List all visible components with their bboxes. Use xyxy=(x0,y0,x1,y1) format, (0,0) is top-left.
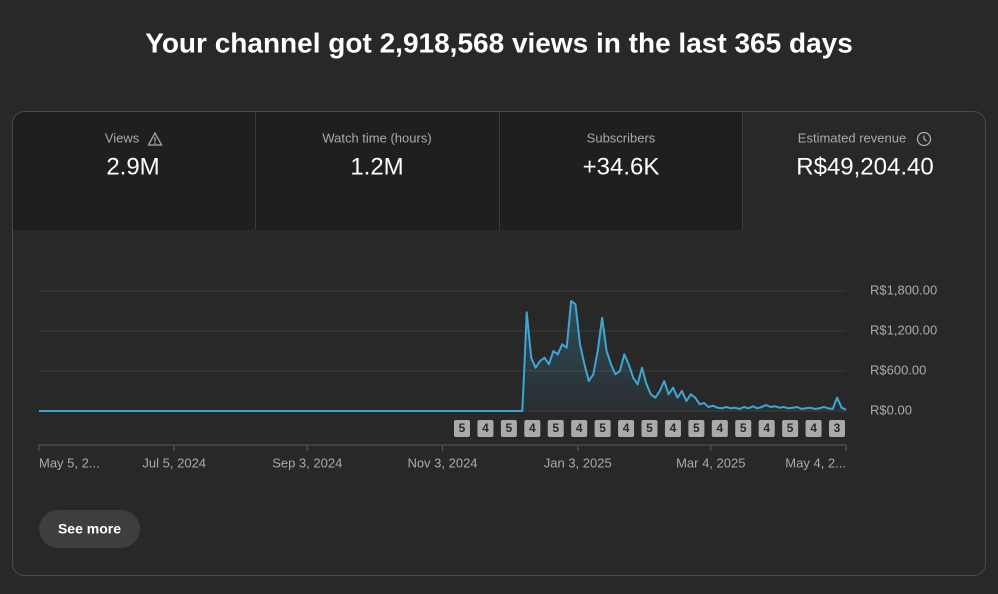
warning-icon xyxy=(147,131,163,146)
y-tick-label: R$0.00 xyxy=(870,402,912,417)
badge xyxy=(758,420,775,437)
clock-icon xyxy=(916,131,932,147)
badge xyxy=(805,420,822,437)
badge xyxy=(618,420,635,437)
badge-label: 4 xyxy=(670,421,677,435)
badge-label: 4 xyxy=(716,421,723,435)
badge xyxy=(524,420,541,437)
x-tick-label: Sep 3, 2024 xyxy=(272,455,342,470)
tab[interactable] xyxy=(500,111,742,230)
button-label: See more xyxy=(58,521,121,537)
badge-label: 5 xyxy=(740,421,747,435)
tab-selected[interactable] xyxy=(743,111,986,230)
metric-label: Subscribers xyxy=(587,130,656,145)
badge-label: 5 xyxy=(599,421,606,435)
badge-label: 5 xyxy=(787,421,794,435)
see-more-button[interactable] xyxy=(39,510,140,548)
metric-value: 1.2M xyxy=(350,153,403,180)
page-title: Your channel got 2,918,568 views in the … xyxy=(145,27,853,58)
metric-label: Watch time (hours) xyxy=(322,130,431,145)
area xyxy=(39,301,846,411)
badge-label: 4 xyxy=(623,421,630,435)
x-tick-label: Nov 3, 2024 xyxy=(407,455,477,470)
badge xyxy=(454,420,470,437)
badge-label: 3 xyxy=(834,421,841,435)
x-tick-label: Mar 4, 2025 xyxy=(676,455,745,470)
badge-label: 4 xyxy=(763,421,770,435)
badge xyxy=(829,420,845,437)
badge xyxy=(641,420,658,437)
badge xyxy=(735,420,752,437)
badge xyxy=(547,420,564,437)
metric-label: Views xyxy=(105,130,140,145)
badge-label: 4 xyxy=(810,421,817,435)
badge xyxy=(664,420,681,437)
x-tick-label: May 4, 2... xyxy=(785,455,846,470)
badge-label: 5 xyxy=(693,421,700,435)
badge xyxy=(688,420,705,437)
badge-label: 5 xyxy=(459,421,466,435)
badge-label: 4 xyxy=(482,421,489,435)
x-tick-label: Jul 5, 2024 xyxy=(142,455,206,470)
tab[interactable] xyxy=(256,111,499,230)
badge-label: 5 xyxy=(552,421,559,435)
card-border xyxy=(12,111,986,576)
badge-label: 5 xyxy=(646,421,653,435)
badge xyxy=(594,420,611,437)
badge xyxy=(782,420,799,437)
badge xyxy=(711,420,728,437)
y-tick-label: R$1,800.00 xyxy=(870,282,937,297)
x-tick-label: Jan 3, 2025 xyxy=(544,455,612,470)
badge-label: 4 xyxy=(576,421,583,435)
tab[interactable] xyxy=(12,111,255,230)
metric-label: Estimated revenue xyxy=(798,130,906,145)
y-tick-label: R$600.00 xyxy=(870,362,926,377)
badge xyxy=(500,420,517,437)
metric-value: +34.6K xyxy=(583,153,660,180)
badge-label: 5 xyxy=(506,421,513,435)
badge-label: 4 xyxy=(529,421,536,435)
badge xyxy=(477,420,494,437)
x-tick-label: May 5, 2... xyxy=(39,455,100,470)
metric-value: R$49,204.40 xyxy=(796,153,933,180)
metric-value: 2.9M xyxy=(106,153,159,180)
line xyxy=(39,300,847,412)
badge xyxy=(571,420,588,437)
y-tick-label: R$1,200.00 xyxy=(870,322,937,337)
